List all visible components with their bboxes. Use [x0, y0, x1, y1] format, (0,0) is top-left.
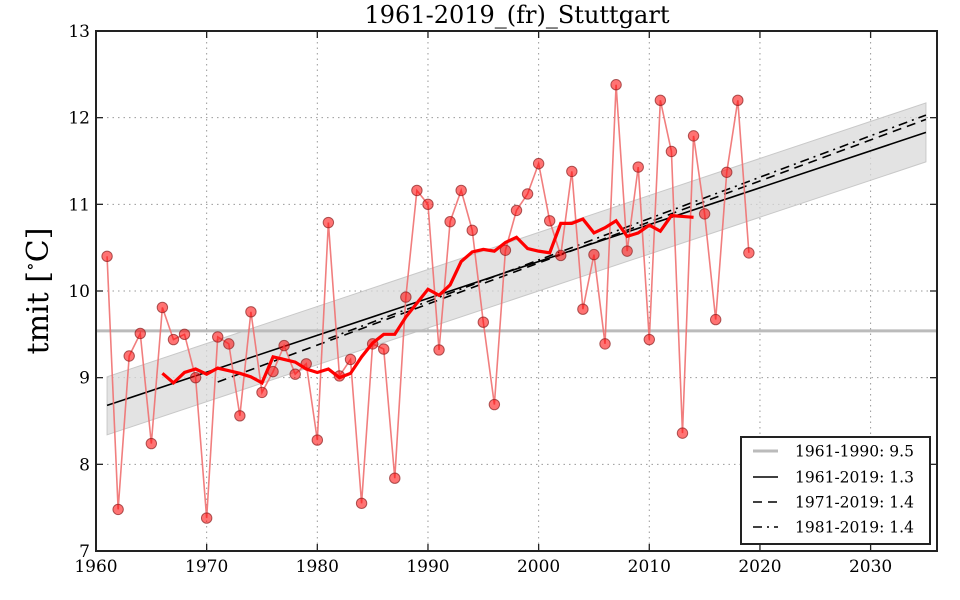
annual-data-point [521, 188, 534, 200]
smoothed-series-line [161, 213, 694, 386]
annual-data-point [632, 161, 644, 173]
annual-data-point [610, 79, 622, 91]
x-axis-ticks: 1960 1970 1980 1990 2000 2010 2020 2030 [74, 31, 892, 577]
annual-data-point [322, 216, 335, 229]
annual-data-point [676, 427, 689, 439]
annual-data-point [278, 339, 290, 352]
chart-title: 1961-2019_(fr)_Stuttgart [365, 1, 670, 29]
annual-data-point [389, 472, 401, 484]
legend-items: 1961-1990: 9.5 1961-2019: 1.3 1971-2019: 1… [753, 443, 914, 537]
annual-data-point [732, 94, 744, 107]
annual-data-point [411, 184, 423, 197]
annual-data-point [400, 291, 412, 303]
annual-data-point [488, 398, 501, 411]
annual-data-point [422, 198, 434, 211]
annual-data-point [101, 250, 113, 263]
annual-data-point [599, 338, 611, 350]
annual-data-point [543, 215, 556, 227]
y-axis-label-unit: C] [21, 228, 56, 263]
legend-label: 1981-2019: 1.4 [795, 519, 914, 537]
annual-data-point [289, 368, 301, 380]
annual-data-point [444, 215, 456, 228]
legend-label: 1971-2019: 1.4 [795, 494, 914, 512]
annual-data-point [588, 248, 600, 261]
annual-data-point [189, 371, 202, 384]
trend-lines-group [106, 114, 927, 407]
smoothed-series-group [161, 213, 694, 386]
annual-data-point [743, 247, 755, 259]
annual-data-point [709, 313, 722, 326]
y-tick-label: 13 [68, 22, 90, 42]
legend-box [740, 436, 931, 545]
x-tick-label: 1990 [406, 557, 449, 577]
annual-data-point [212, 331, 224, 343]
y-axis-label-text: tmit [∘C] [20, 228, 56, 355]
y-tick-label: 7 [79, 542, 90, 562]
annual-data-point [577, 303, 589, 315]
x-tick-label: 1980 [296, 557, 339, 577]
annual-data-point [499, 244, 512, 256]
annual-data-point [477, 316, 490, 328]
annual-data-point [156, 301, 169, 314]
legend-label: 1961-1990: 9.5 [795, 443, 914, 461]
trend-line-solid [106, 131, 927, 407]
annual-data-point [355, 497, 368, 510]
annual-data-point [665, 145, 678, 158]
y-axis-label: tmit [∘C] [20, 228, 56, 355]
annual-data-point [245, 306, 257, 318]
annual-data-point [654, 94, 667, 107]
y-tick-label: 11 [68, 195, 90, 215]
annual-data-point [112, 503, 124, 516]
y-axis-label-degree: ∘ [20, 262, 41, 271]
annual-data-point [555, 249, 567, 262]
annual-data-point [532, 157, 545, 170]
y-tick-label: 10 [68, 282, 90, 302]
annual-data-point [344, 353, 357, 366]
annual-data-point [510, 204, 523, 217]
y-tick-label: 12 [68, 109, 90, 129]
annual-data-point [145, 437, 158, 450]
annual-data-point [721, 166, 733, 178]
x-tick-label: 1970 [185, 557, 228, 577]
annual-data-point [698, 208, 711, 220]
annual-data-point [566, 165, 578, 178]
x-tick-label: 2030 [849, 557, 892, 577]
annual-data-point [466, 224, 478, 237]
trend-line-dashed [217, 118, 927, 383]
y-axis-ticks: 7 8 9 10 11 12 13 [68, 22, 937, 562]
x-tick-label: 2010 [628, 557, 671, 577]
annual-data-point [178, 328, 191, 341]
annual-data-point [200, 512, 213, 524]
annual-data-point [621, 245, 633, 257]
annual-data-point [134, 327, 146, 340]
annual-data-point [433, 344, 445, 356]
annual-data-point [311, 434, 324, 446]
y-tick-label: 8 [79, 455, 90, 475]
x-tick-label: 1960 [74, 557, 117, 577]
annual-data-point [256, 386, 268, 399]
y-axis-label-main: tmit [ [21, 271, 56, 354]
annual-data-point [223, 338, 235, 350]
annual-data-point [123, 350, 135, 362]
x-tick-label: 2020 [738, 557, 781, 577]
annual-data-point [378, 343, 390, 355]
legend-label: 1961-2019: 1.3 [795, 469, 914, 487]
y-tick-label: 9 [79, 369, 90, 389]
annual-series-group [101, 79, 755, 524]
annual-data-point [643, 333, 655, 346]
legend: 1961-1990: 9.5 1961-2019: 1.3 1971-2019: 1… [740, 436, 931, 545]
annual-data-point [234, 410, 246, 422]
annual-data-point [167, 333, 180, 346]
annual-data-point [455, 184, 467, 197]
x-tick-label: 2000 [517, 557, 560, 577]
annual-data-point [687, 130, 700, 142]
trend-line-dashdot [328, 114, 927, 340]
